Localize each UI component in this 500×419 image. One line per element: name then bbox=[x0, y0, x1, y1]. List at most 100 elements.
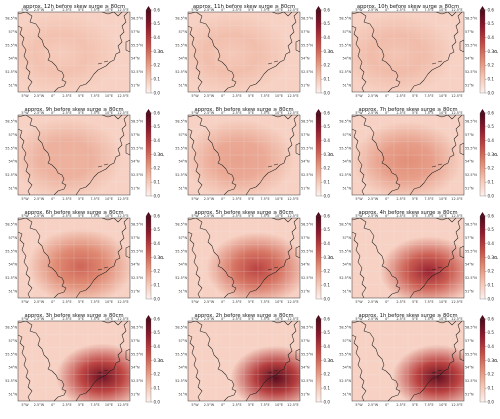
coastline bbox=[125, 348, 130, 362]
colorbar bbox=[315, 112, 322, 197]
colorbar bbox=[479, 318, 486, 403]
coastline bbox=[431, 60, 443, 65]
x-tick-label: 2.5°E bbox=[396, 8, 405, 12]
coastline bbox=[267, 163, 279, 168]
y-tick-label: 55.5°N bbox=[301, 249, 313, 253]
x-tick-label: 10°E bbox=[275, 317, 283, 321]
y-tick-label: 52.5°N bbox=[339, 276, 351, 280]
panel-svg: approx. 1h before skew surge ≥ 80cm5°W5°… bbox=[339, 313, 499, 407]
x-tick-label: 5°E bbox=[248, 197, 254, 201]
map-frame bbox=[17, 217, 131, 299]
y-tick-label: 58.5°N bbox=[301, 120, 313, 124]
x-tick-label: 0° bbox=[385, 111, 389, 115]
y-tick-label: 54°N bbox=[301, 366, 310, 370]
y-tick-label: 58.5°N bbox=[175, 17, 187, 21]
colorbar-extend-arrow bbox=[480, 6, 485, 10]
colorbar-tick-label: 0.0 bbox=[488, 296, 495, 301]
coastline bbox=[188, 334, 203, 401]
coastline bbox=[271, 218, 293, 223]
x-tick-label: 0° bbox=[221, 403, 225, 407]
panel-svg: approx. 10h before skew surge ≥ 80cm5°W5… bbox=[339, 4, 499, 98]
panel-title: approx. 7h before skew surge ≥ 80cm bbox=[358, 107, 457, 113]
colorbar-tick-label: 0.0 bbox=[488, 399, 495, 404]
x-tick-label: 10°E bbox=[105, 111, 113, 115]
map-area bbox=[18, 12, 130, 92]
coastline bbox=[352, 334, 367, 401]
colorbar bbox=[315, 9, 322, 94]
coastline bbox=[97, 163, 109, 168]
x-tick-label: 5°E bbox=[412, 197, 418, 201]
x-tick-label: 10°E bbox=[105, 300, 113, 304]
x-tick-label: 12.5°E bbox=[287, 403, 298, 407]
x-tick-label: 2.5°W bbox=[34, 197, 45, 201]
y-tick-label: 57°N bbox=[8, 30, 17, 34]
x-tick-label: 2.5°E bbox=[396, 317, 405, 321]
colorbar-tick-label: 0.2 bbox=[488, 372, 495, 377]
x-tick-label: 5°W bbox=[191, 197, 199, 201]
y-tick-label: 58.5°N bbox=[465, 326, 477, 330]
x-tick-label: 2.5°W bbox=[204, 403, 215, 407]
y-tick-label: 54°N bbox=[342, 366, 351, 370]
x-tick-label: 2.5°W bbox=[368, 111, 379, 115]
map-area bbox=[18, 321, 130, 401]
coastline bbox=[188, 321, 237, 401]
coastline bbox=[271, 115, 293, 120]
colorbar-tick-label: 0.1 bbox=[488, 180, 495, 185]
y-tick-label: 57°N bbox=[342, 339, 351, 343]
coastlines bbox=[352, 321, 464, 401]
colorbar-tick-label: 0.4 bbox=[154, 241, 161, 246]
colorbar-tick-label: 0.3 bbox=[488, 255, 495, 260]
colorbar-tick-label: 0.2 bbox=[488, 166, 495, 171]
coastline bbox=[431, 369, 443, 374]
colorbar-tick-label: 0.5 bbox=[488, 124, 495, 129]
map-frame bbox=[187, 320, 301, 402]
panel-svg: approx. 4h before skew surge ≥ 80cm5°W5°… bbox=[339, 210, 499, 304]
x-tick-label: 0° bbox=[385, 197, 389, 201]
coastline bbox=[409, 321, 463, 401]
colorbar-tick-label: 0.6 bbox=[488, 7, 495, 12]
y-tick-label: 54°N bbox=[342, 160, 351, 164]
map-panel: approx. 7h before skew surge ≥ 80cm 5°W 5°… bbox=[334, 103, 500, 206]
coastline bbox=[435, 12, 457, 17]
coastline bbox=[409, 12, 463, 92]
y-tick-label: 57°N bbox=[301, 339, 310, 343]
y-tick-label: 54°N bbox=[342, 263, 351, 267]
y-tick-label: 51°N bbox=[465, 392, 474, 396]
coastline bbox=[267, 369, 279, 374]
x-tick-label: 5°E bbox=[78, 197, 84, 201]
y-tick-label: 55.5°N bbox=[131, 146, 143, 150]
colorbar-tick-label: 0.0 bbox=[324, 193, 331, 198]
coastline bbox=[352, 128, 367, 195]
panel-title: approx. 5h before skew surge ≥ 80cm bbox=[194, 210, 293, 216]
colorbar-extend-arrow bbox=[146, 109, 151, 113]
map-area bbox=[18, 115, 130, 195]
y-tick-label: 51°N bbox=[8, 186, 17, 190]
y-tick-label: 52.5°N bbox=[5, 173, 17, 177]
coastline bbox=[188, 12, 237, 92]
colorbar-tick-label: 0.2 bbox=[154, 372, 161, 377]
y-tick-label: 58.5°N bbox=[5, 326, 17, 330]
x-tick-label: 5°W bbox=[355, 300, 363, 304]
y-tick-label: 51°N bbox=[301, 392, 310, 396]
colorbar-tick-label: 0.2 bbox=[324, 63, 331, 68]
y-tick-label: 58.5°N bbox=[131, 120, 143, 124]
x-tick-label: 2.5°E bbox=[232, 94, 241, 98]
y-tick-label: 51°N bbox=[8, 392, 17, 396]
panel-svg: approx. 8h before skew surge ≥ 80cm5°W5°… bbox=[175, 107, 335, 201]
y-tick-label: 57°N bbox=[342, 236, 351, 240]
x-tick-label: 2.5°W bbox=[34, 300, 45, 304]
y-tick-label: 52.5°N bbox=[465, 70, 477, 74]
x-tick-label: 2.5°W bbox=[204, 8, 215, 12]
x-tick-label: 0° bbox=[385, 214, 389, 218]
coastline bbox=[409, 115, 463, 195]
colorbar-tick-label: 0.3 bbox=[154, 255, 161, 260]
x-tick-label: 2.5°W bbox=[204, 111, 215, 115]
map-frame bbox=[351, 320, 465, 402]
x-tick-label: 2.5°E bbox=[62, 94, 71, 98]
y-tick-label: 54°N bbox=[178, 263, 187, 267]
x-tick-label: 10°E bbox=[105, 8, 113, 12]
colorbar-label: β bbox=[493, 153, 499, 156]
y-tick-label: 54°N bbox=[131, 263, 140, 267]
x-tick-label: 12.5°E bbox=[287, 214, 298, 218]
